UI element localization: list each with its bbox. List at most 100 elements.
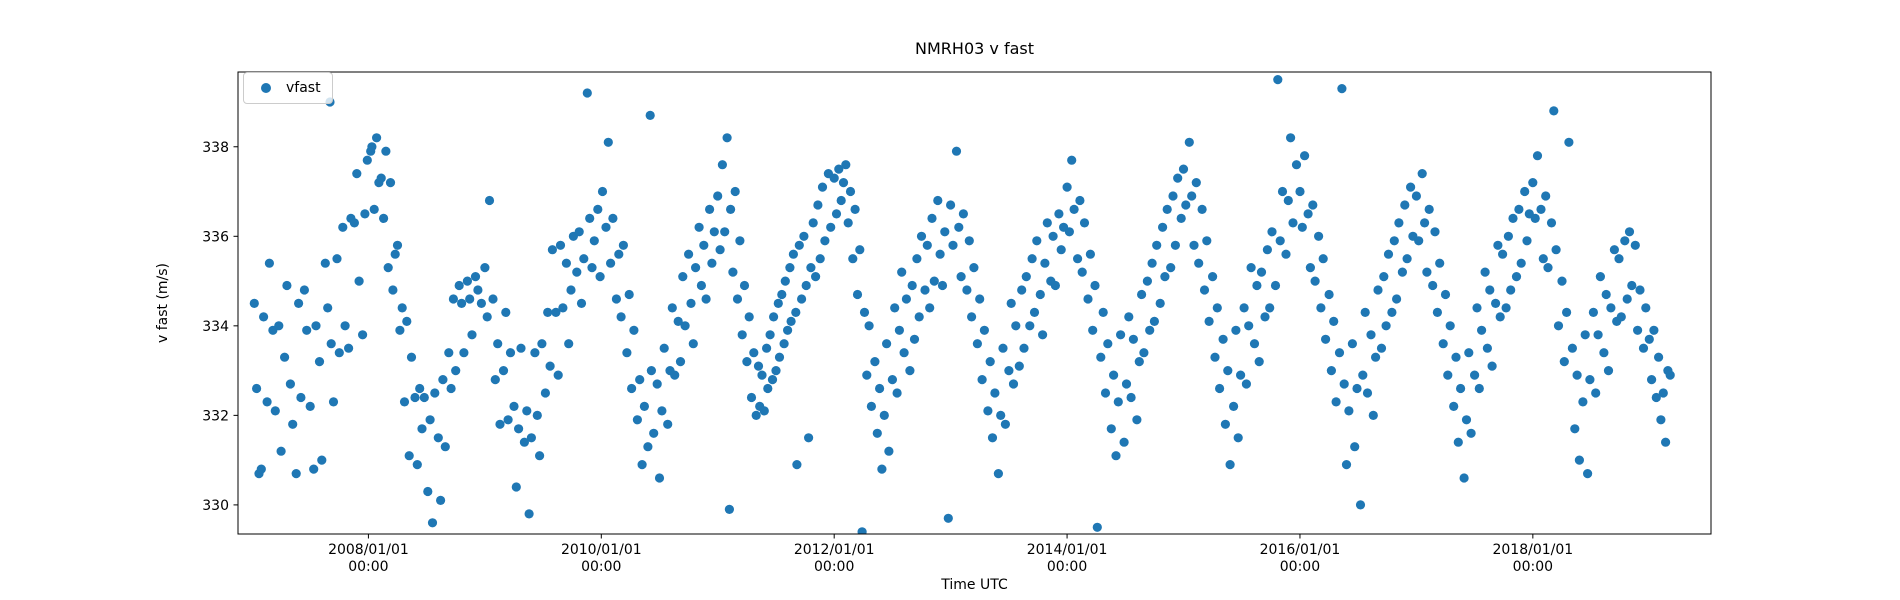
data-point [603, 137, 613, 147]
data-point [505, 348, 516, 358]
data-point [1256, 267, 1267, 277]
data-point [767, 375, 778, 385]
data-point [791, 307, 801, 317]
data-point [1326, 366, 1336, 376]
data-point [589, 236, 599, 246]
data-point [1137, 289, 1147, 300]
data-point [1538, 254, 1548, 264]
data-point [495, 419, 505, 429]
data-point [1635, 285, 1645, 295]
data-point [627, 383, 637, 394]
data-point [1503, 231, 1513, 241]
data-point [1204, 316, 1214, 326]
data-point [1557, 276, 1567, 286]
data-point [864, 321, 874, 331]
data-point [1155, 298, 1165, 308]
data-point [467, 330, 477, 340]
data-point [925, 303, 935, 313]
data-point [285, 379, 295, 389]
data-point [1638, 343, 1649, 353]
data-point [519, 437, 530, 447]
data-point [1440, 289, 1451, 300]
y-tick-label: 334 [202, 319, 229, 335]
data-point [1368, 410, 1378, 420]
data-point [1379, 272, 1389, 282]
data-point [1394, 218, 1404, 228]
data-point [1665, 370, 1675, 380]
data-point [470, 272, 481, 282]
data-point [526, 433, 537, 443]
data-point [1451, 352, 1461, 362]
data-point [875, 383, 885, 394]
data-point [264, 258, 274, 268]
data-point [905, 366, 915, 376]
data-point [792, 460, 802, 470]
data-point [701, 294, 711, 304]
data-point [1453, 437, 1463, 447]
data-point [670, 370, 680, 380]
data-point [1111, 451, 1121, 461]
data-point [349, 218, 359, 228]
data-point [572, 267, 582, 277]
data-point [1541, 191, 1551, 201]
data-point [1314, 231, 1324, 241]
data-point [1355, 500, 1366, 510]
data-point [595, 272, 605, 282]
data-point [1139, 348, 1149, 358]
data-point [1627, 280, 1637, 291]
data-point [1616, 312, 1626, 322]
data-point [901, 294, 912, 304]
data-point [1281, 249, 1291, 259]
data-point [1417, 169, 1427, 179]
data-point [522, 406, 532, 416]
data-point [1236, 370, 1246, 380]
data-point [323, 303, 333, 313]
data-point [1633, 325, 1643, 335]
data-point [735, 236, 745, 246]
data-point [797, 294, 807, 304]
data-point [1100, 388, 1111, 398]
data-point [1461, 415, 1472, 425]
data-point [1042, 218, 1052, 228]
data-point [1495, 312, 1505, 322]
data-point [975, 294, 985, 304]
data-point [1487, 361, 1497, 371]
x-tick-label-date: 2012/01/01 [794, 542, 875, 558]
data-point [757, 370, 767, 380]
data-point [1641, 303, 1651, 313]
data-point [1321, 334, 1331, 344]
data-point [713, 191, 723, 201]
x-tick-label-date: 2018/01/01 [1492, 542, 1573, 558]
data-point [1459, 473, 1469, 483]
data-point [1178, 164, 1189, 174]
data-point [1428, 280, 1438, 291]
data-point [696, 280, 707, 291]
x-tick-label-time: 00:00 [581, 559, 621, 575]
data-point [537, 339, 547, 349]
legend: vfast [243, 72, 333, 104]
data-point [645, 110, 655, 120]
data-point [1050, 280, 1060, 291]
data-point [1318, 254, 1328, 264]
data-point [1254, 357, 1264, 367]
data-point [780, 276, 790, 286]
data-point [1305, 263, 1315, 273]
data-point [1424, 204, 1434, 214]
data-point [1337, 84, 1347, 94]
data-point [841, 160, 851, 170]
data-point [1536, 204, 1546, 214]
data-point [1572, 370, 1582, 380]
data-point [1422, 267, 1432, 277]
data-point [946, 200, 956, 210]
data-point [912, 254, 922, 264]
data-point [848, 254, 858, 264]
data-point [524, 509, 534, 519]
data-point [597, 186, 608, 197]
data-point [410, 392, 420, 403]
data-point [1048, 231, 1058, 241]
data-point [459, 348, 469, 358]
data-point [1162, 204, 1172, 214]
data-point [1113, 397, 1123, 407]
data-point [996, 410, 1006, 420]
data-point [652, 379, 662, 389]
